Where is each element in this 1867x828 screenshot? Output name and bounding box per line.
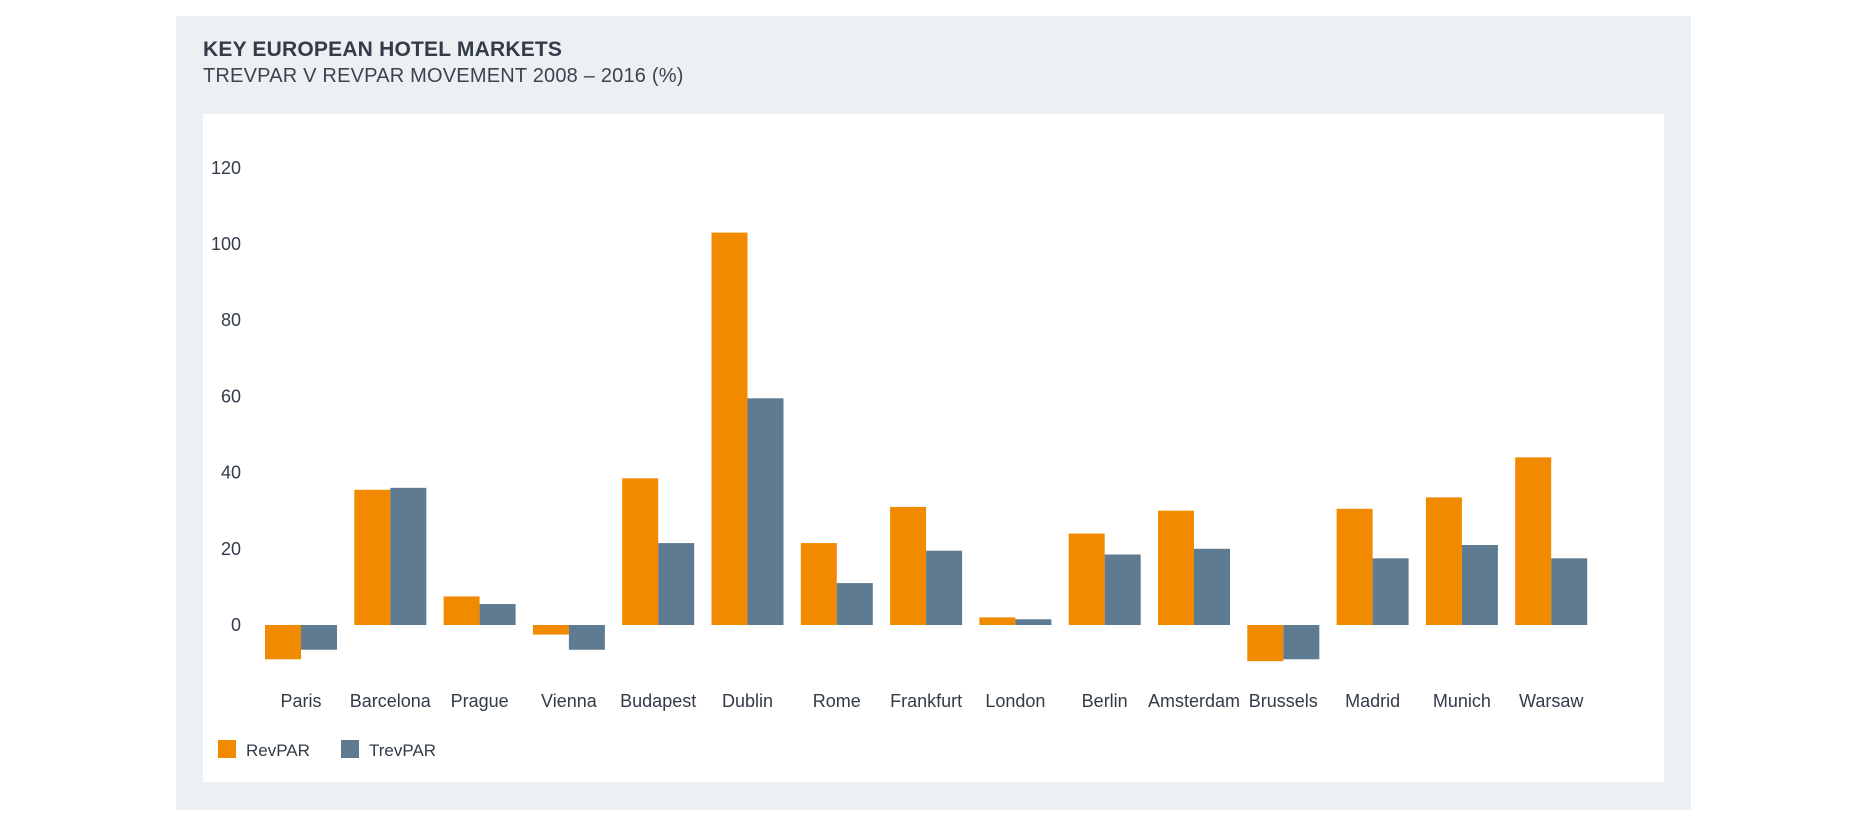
bar-trevpar-frankfurt bbox=[926, 550, 963, 625]
legend-swatch-revpar bbox=[218, 740, 236, 758]
bar-trevpar-warsaw bbox=[1551, 558, 1588, 625]
bar-revpar-vienna bbox=[532, 625, 569, 635]
legend-label-trevpar: TrevPAR bbox=[369, 741, 436, 760]
x-tick-label: Berlin bbox=[1082, 691, 1128, 711]
x-tick-label: Madrid bbox=[1345, 691, 1400, 711]
bar-revpar-warsaw bbox=[1515, 457, 1552, 625]
bar-revpar-barcelona bbox=[354, 489, 391, 625]
bar-chart: 0 20 40 60 80 100 120 Paris Barcelona Prague Vien… bbox=[211, 158, 1588, 760]
x-tick-label: Budapest bbox=[620, 691, 696, 711]
bar-revpar-paris bbox=[265, 625, 301, 660]
bar-trevpar-paris bbox=[301, 625, 337, 650]
x-axis: Paris Barcelona Prague Vienna Budapest Dublin… bbox=[280, 691, 1584, 711]
x-tick-label: Barcelona bbox=[350, 691, 432, 711]
x-tick-label: Munich bbox=[1433, 691, 1491, 711]
bar-revpar-berlin bbox=[1068, 533, 1105, 625]
legend-swatch-trevpar bbox=[341, 740, 359, 758]
bar-revpar-munich bbox=[1425, 497, 1462, 625]
bar-trevpar-amsterdam bbox=[1194, 548, 1230, 625]
bar-revpar-dublin bbox=[711, 232, 748, 625]
y-tick-label: 80 bbox=[221, 310, 241, 330]
bar-trevpar-vienna bbox=[568, 625, 605, 650]
bar-trevpar-berlin bbox=[1104, 554, 1141, 625]
bar-trevpar-barcelona bbox=[390, 487, 427, 625]
x-tick-label: Vienna bbox=[541, 691, 598, 711]
y-axis: 0 20 40 60 80 100 120 bbox=[211, 158, 241, 635]
bar-trevpar-munich bbox=[1461, 544, 1498, 625]
bar-revpar-prague bbox=[443, 596, 480, 625]
legend: RevPAR TrevPAR bbox=[218, 740, 436, 760]
x-tick-label: Brussels bbox=[1249, 691, 1318, 711]
y-tick-label: 60 bbox=[221, 386, 241, 406]
bar-trevpar-rome bbox=[836, 583, 873, 625]
y-tick-label: 0 bbox=[231, 615, 241, 635]
bar-revpar-madrid bbox=[1336, 508, 1373, 625]
bar-revpar-brussels bbox=[1247, 625, 1284, 662]
chart-title: KEY EUROPEAN HOTEL MARKETS bbox=[203, 38, 563, 61]
chart-subtitle: TREVPAR V REVPAR MOVEMENT 2008 – 2016 (%… bbox=[203, 65, 684, 87]
bar-revpar-london bbox=[979, 617, 1016, 625]
bar-trevpar-budapest bbox=[658, 543, 695, 625]
chart-panel: KEY EUROPEAN HOTEL MARKETS TREVPAR V REV… bbox=[176, 16, 1691, 810]
bar-trevpar-madrid bbox=[1372, 558, 1409, 625]
bar-trevpar-dublin bbox=[747, 398, 784, 625]
bar-trevpar-brussels bbox=[1283, 625, 1320, 660]
bar-revpar-budapest bbox=[622, 478, 659, 625]
y-tick-label: 20 bbox=[221, 539, 241, 559]
x-tick-label: Warsaw bbox=[1519, 691, 1584, 711]
bar-trevpar-prague bbox=[479, 604, 516, 625]
bar-revpar-frankfurt bbox=[890, 506, 927, 625]
bar-trevpar-london bbox=[1015, 619, 1052, 625]
y-tick-label: 40 bbox=[221, 463, 241, 483]
bar-revpar-amsterdam bbox=[1158, 510, 1194, 625]
y-tick-label: 100 bbox=[211, 234, 241, 254]
x-tick-label: Dublin bbox=[722, 691, 773, 711]
x-tick-label: London bbox=[985, 691, 1045, 711]
x-tick-label: Frankfurt bbox=[890, 691, 962, 711]
legend-label-revpar: RevPAR bbox=[246, 741, 310, 760]
x-tick-label: Rome bbox=[813, 691, 861, 711]
y-tick-label: 120 bbox=[211, 158, 241, 178]
x-tick-label: Prague bbox=[451, 691, 509, 711]
x-tick-label: Amsterdam bbox=[1148, 691, 1240, 711]
chart-area: 0 20 40 60 80 100 120 Paris Barcelona Prague Vien… bbox=[203, 114, 1664, 782]
bars-group bbox=[265, 232, 1588, 662]
bar-revpar-rome bbox=[800, 543, 837, 625]
x-tick-label: Paris bbox=[280, 691, 321, 711]
